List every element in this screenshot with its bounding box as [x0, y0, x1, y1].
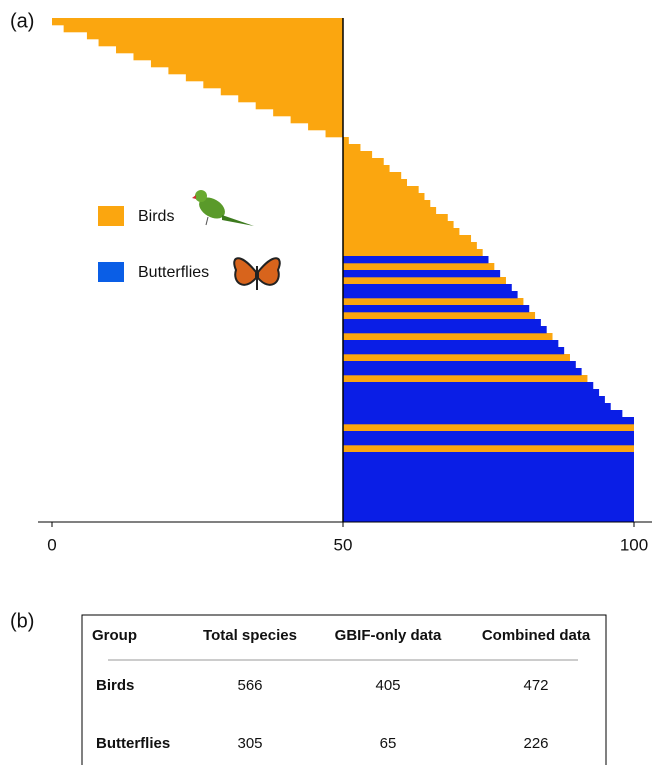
bar — [98, 39, 343, 47]
bar — [343, 326, 547, 334]
bar — [343, 410, 623, 418]
bar — [343, 480, 634, 488]
bar — [343, 221, 454, 229]
legend-swatch — [98, 206, 124, 226]
bar — [343, 165, 390, 173]
bar — [343, 361, 576, 369]
bar — [52, 18, 343, 26]
bar — [343, 305, 530, 313]
bar — [63, 25, 343, 33]
bar — [343, 298, 524, 306]
column-header: Combined data — [482, 627, 591, 644]
panel-label: (b) — [10, 610, 34, 632]
table-cell: Butterflies — [96, 735, 170, 752]
bird-icon — [192, 190, 254, 226]
column-header: Group — [92, 627, 137, 644]
bar — [343, 228, 460, 236]
bar — [343, 424, 634, 432]
bar — [343, 319, 541, 327]
bar — [343, 333, 553, 341]
bar — [343, 277, 506, 285]
bar — [343, 151, 373, 159]
bar — [116, 46, 344, 54]
bar — [343, 291, 518, 299]
bar — [343, 459, 634, 467]
x-tick-label: 50 — [334, 535, 353, 554]
bar — [343, 137, 349, 145]
bar — [343, 354, 570, 362]
bar — [343, 396, 605, 404]
x-tick-label: 100 — [620, 535, 648, 554]
bar — [343, 256, 489, 264]
bar — [343, 144, 361, 152]
table-cell: 226 — [523, 735, 548, 752]
table-cell: 472 — [523, 677, 548, 694]
bar — [343, 417, 634, 425]
bar — [343, 200, 431, 208]
bar — [168, 67, 343, 75]
table-cell: Birds — [96, 677, 134, 694]
table-cell: 305 — [237, 735, 262, 752]
bar — [203, 81, 343, 89]
bar — [343, 473, 634, 481]
bar — [343, 186, 419, 194]
bar — [343, 347, 565, 355]
bar — [343, 235, 472, 243]
bar — [150, 60, 343, 68]
table-cell: 65 — [380, 735, 397, 752]
bar — [133, 53, 343, 61]
bar — [343, 382, 594, 390]
bar — [343, 494, 634, 502]
bar — [343, 368, 582, 376]
bar — [255, 102, 343, 110]
bar — [343, 172, 402, 180]
bar — [343, 340, 559, 348]
bar — [343, 466, 634, 474]
bar — [343, 438, 634, 446]
bar — [343, 263, 495, 271]
panel-label: (a) — [10, 10, 34, 32]
bar — [343, 445, 634, 453]
bar — [343, 389, 600, 397]
table-cell: 566 — [237, 677, 262, 694]
butterfly-icon — [233, 257, 281, 290]
bar — [308, 123, 343, 131]
bar — [273, 109, 343, 117]
bar — [343, 242, 477, 250]
bar — [343, 452, 634, 460]
column-header: Total species — [203, 627, 297, 644]
legend-label: Butterflies — [138, 264, 209, 281]
bar — [220, 88, 343, 96]
bar — [185, 74, 343, 82]
bar — [343, 431, 634, 439]
legend-label: Birds — [138, 208, 174, 225]
bar — [343, 179, 408, 187]
bar — [343, 158, 384, 166]
bar — [290, 116, 343, 124]
x-tick-label: 0 — [47, 535, 56, 554]
bar — [343, 284, 512, 292]
bar — [343, 270, 501, 278]
bar — [343, 515, 634, 523]
bar — [343, 375, 588, 383]
column-header: GBIF-only data — [335, 627, 442, 644]
bar — [343, 249, 483, 257]
bar — [325, 130, 343, 138]
bar — [86, 32, 344, 40]
legend-swatch — [98, 262, 124, 282]
bar — [343, 207, 437, 215]
bar — [343, 403, 611, 411]
bar — [343, 501, 634, 509]
bar — [343, 508, 634, 516]
bar — [343, 487, 634, 495]
bar — [343, 193, 425, 201]
bar — [343, 214, 448, 222]
table-frame — [81, 614, 607, 765]
table-cell: 405 — [375, 677, 400, 694]
bar — [343, 312, 536, 320]
bar — [238, 95, 343, 103]
